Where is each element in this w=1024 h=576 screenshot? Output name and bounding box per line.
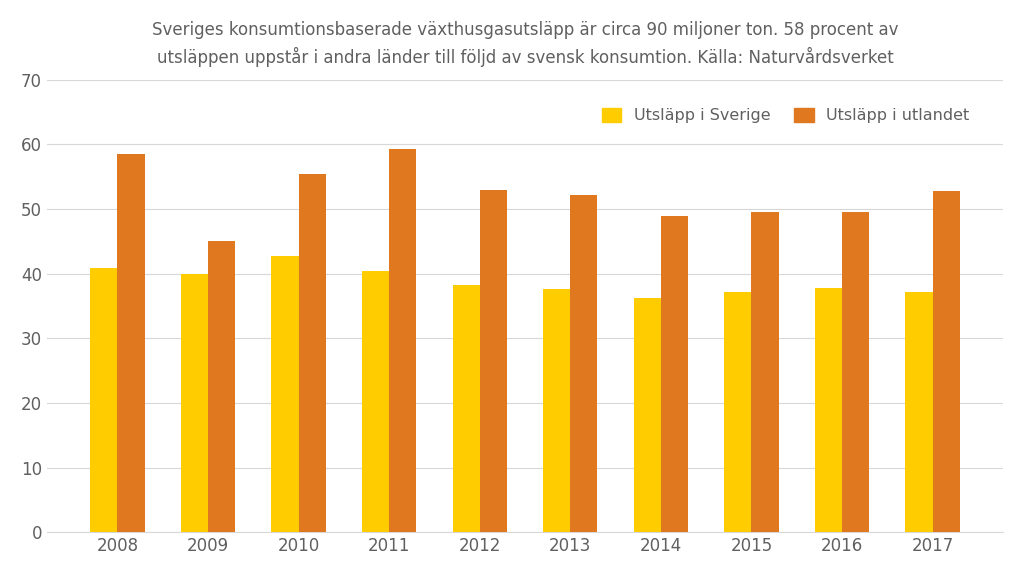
Bar	[90, 268, 118, 532]
Bar	[543, 289, 570, 532]
Bar	[389, 149, 417, 532]
Bar	[479, 190, 507, 532]
Bar	[299, 174, 326, 532]
Bar	[118, 154, 144, 532]
Bar	[570, 195, 597, 532]
Bar	[933, 191, 959, 532]
Bar	[634, 298, 660, 532]
Bar	[905, 291, 933, 532]
Bar	[842, 212, 869, 532]
Bar	[724, 291, 752, 532]
Bar	[752, 212, 778, 532]
Bar	[271, 256, 299, 532]
Bar	[815, 288, 842, 532]
Bar	[361, 271, 389, 532]
Bar	[453, 285, 479, 532]
Bar	[208, 241, 236, 532]
Bar	[181, 274, 208, 532]
Bar	[660, 216, 688, 532]
Legend: Utsläpp i Sverige, Utsläpp i utlandet: Utsläpp i Sverige, Utsläpp i utlandet	[596, 101, 976, 130]
Title: Sveriges konsumtionsbaserade växthusgasutsläpp är circa 90 miljoner ton. 58 proc: Sveriges konsumtionsbaserade växthusgasu…	[152, 21, 898, 67]
